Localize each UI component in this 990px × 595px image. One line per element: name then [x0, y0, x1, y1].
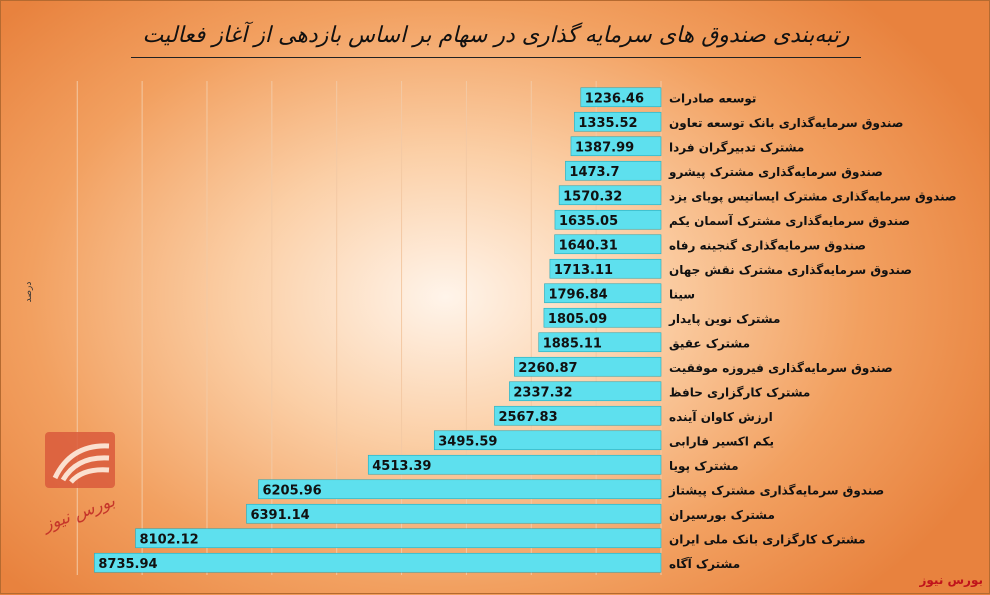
- category-label: توسعه صادرات: [669, 91, 756, 106]
- bar-value-label: 1387.99: [575, 140, 634, 155]
- category-label: مشترک کارگزاری حافظ: [669, 385, 810, 399]
- svg-text:بورس نیوز: بورس نیوز: [41, 491, 118, 536]
- category-label: مشترک پویا: [669, 459, 739, 474]
- bar: [433, 430, 662, 451]
- bar-value-label: 1635.05: [559, 214, 618, 229]
- bar-value-label: 8102.12: [139, 532, 198, 547]
- bar-value-label: 4513.39: [372, 459, 431, 474]
- bar: [570, 136, 662, 157]
- bar-value-label: 1805.09: [548, 312, 607, 327]
- category-label: مشترک آگاه: [669, 556, 740, 571]
- bar: [538, 332, 662, 353]
- bar: [558, 185, 662, 206]
- bar-value-label: 2337.32: [513, 385, 572, 400]
- bar-value-label: 1640.31: [559, 238, 618, 253]
- category-label: صندوق سرمایه‌گذاری بانک توسعه تعاون: [669, 116, 903, 131]
- bar-value-label: 1335.52: [578, 116, 637, 131]
- category-label: صندوق سرمایه‌گذاری مشترک نقش جهان: [669, 263, 912, 278]
- category-label: مشترک عقیق: [669, 336, 750, 350]
- watermark-text: بورس نیوز: [919, 573, 983, 587]
- category-label: صندوق سرمایه‌گذاری مشترک پیشرو: [668, 165, 883, 180]
- bar: [544, 283, 662, 304]
- bar: [246, 503, 662, 524]
- bar: [509, 381, 662, 402]
- category-label: صندوق سرمایه‌گذاری مشترک ایساتیس پویای ی…: [669, 189, 957, 204]
- bar: [565, 160, 662, 181]
- bourse-news-logo: بورس نیوز: [39, 426, 126, 550]
- bar-value-label: 1570.32: [563, 189, 622, 204]
- bar: [514, 356, 662, 377]
- bar-value-label: 6391.14: [250, 508, 309, 523]
- chart-title: رتبه‌بندی صندوق های سرمایه گذاری در سهام…: [142, 23, 850, 48]
- bar: [580, 87, 662, 108]
- category-label: صندوق سرمایه‌گذاری مشترک آسمان یکم: [669, 213, 910, 229]
- bar-value-label: 1473.7: [569, 165, 619, 180]
- bar: [574, 111, 662, 132]
- category-label: مشترک تدبیرگران فردا: [669, 140, 804, 154]
- bar-value-label: 1236.46: [585, 91, 644, 106]
- title-underline: [131, 57, 861, 58]
- category-label: یکم اکسیر فارابی: [669, 434, 774, 448]
- bar: [543, 307, 662, 328]
- bar: [135, 528, 662, 549]
- bar: [94, 552, 662, 573]
- category-label: مشترک کارگزاری بانک ملی ایران: [669, 532, 866, 546]
- category-label: صندوق سرمایه‌گذاری فیروزه موفقیت: [669, 361, 893, 376]
- bar: [549, 258, 662, 279]
- bar-value-label: 6205.96: [262, 483, 321, 498]
- bar-value-label: 1713.11: [554, 263, 613, 278]
- bar-value-label: 2567.83: [498, 410, 557, 425]
- bar-value-label: 8735.94: [98, 557, 157, 572]
- category-label: مشترک نوین پایدار: [668, 312, 780, 327]
- category-label: مشترک بورسیران: [669, 508, 775, 523]
- bar-value-label: 3495.59: [438, 434, 497, 449]
- category-label: سینا: [669, 287, 695, 301]
- bar: [554, 209, 662, 230]
- bar: [494, 405, 662, 426]
- bar-value-label: 2260.87: [518, 361, 577, 376]
- bar-value-label: 1796.84: [548, 287, 607, 302]
- bar: [554, 234, 662, 255]
- category-label: ارزش کاوان آینده: [669, 409, 773, 425]
- bar: [367, 454, 662, 475]
- y-axis-unit-label: درصد: [24, 281, 34, 303]
- category-label: صندوق سرمایه‌گذاری گنجینه رفاه: [669, 238, 866, 253]
- bar-value-label: 1885.11: [543, 336, 602, 351]
- category-label: صندوق سرمایه‌گذاری مشترک پیشتاز: [668, 483, 884, 498]
- bar: [258, 479, 662, 500]
